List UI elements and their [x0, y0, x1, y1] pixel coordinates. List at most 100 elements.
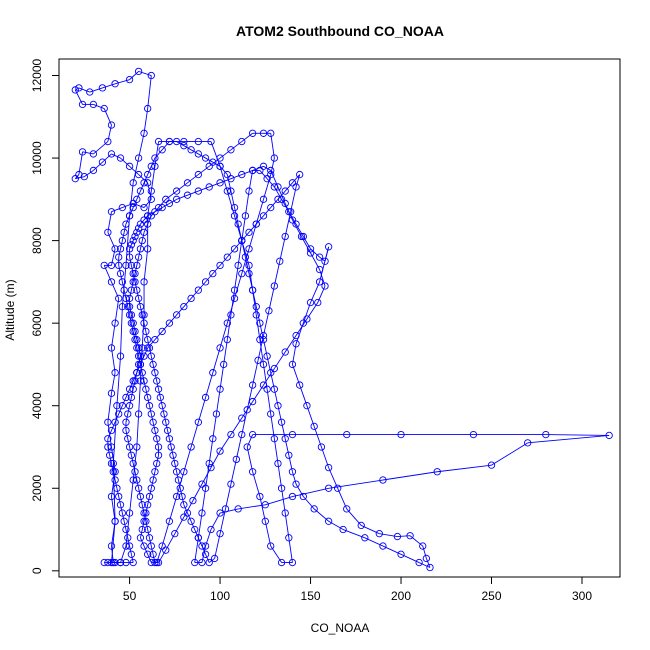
series-segment	[154, 372, 158, 382]
series-segment	[130, 323, 134, 332]
data-point	[75, 84, 83, 92]
series-segment	[246, 446, 254, 472]
data-point	[118, 236, 126, 245]
data-point	[223, 187, 231, 195]
data-point	[267, 203, 275, 212]
data-point	[107, 558, 116, 567]
data-point	[151, 369, 159, 377]
series-segment	[132, 157, 140, 183]
data-point	[256, 166, 264, 175]
series-segment	[129, 244, 132, 250]
data-point	[154, 137, 163, 146]
data-point	[267, 166, 275, 175]
data-point	[176, 484, 184, 492]
series-segment	[147, 529, 150, 538]
y-tick-label: 8000	[30, 227, 44, 254]
series-segment	[130, 455, 134, 464]
series-segment	[197, 512, 203, 538]
data-point	[106, 451, 114, 459]
series-segment	[281, 488, 286, 514]
data-point	[125, 311, 134, 319]
series-segment	[129, 207, 134, 217]
data-point	[116, 558, 125, 567]
series-segment	[264, 521, 272, 547]
data-point	[136, 377, 145, 385]
series-segment	[130, 281, 134, 291]
series-segment	[205, 554, 210, 563]
series-segment	[136, 479, 140, 489]
data-point	[167, 443, 175, 451]
data-point	[180, 513, 188, 521]
data-point	[216, 530, 224, 538]
series-segment	[230, 290, 235, 315]
data-point	[144, 245, 152, 253]
series-segment	[152, 364, 156, 373]
data-point	[324, 463, 333, 472]
data-point	[205, 162, 213, 170]
data-point	[223, 336, 231, 344]
data-point	[207, 525, 215, 534]
data-point	[230, 294, 239, 303]
data-point	[151, 468, 159, 476]
data-point	[107, 389, 116, 397]
data-point	[78, 100, 87, 109]
data-point	[113, 402, 121, 410]
data-point	[104, 228, 112, 237]
data-point	[144, 179, 152, 187]
data-point	[142, 517, 150, 525]
series-segment	[134, 265, 138, 274]
series-segment	[132, 463, 136, 472]
series-segment	[132, 380, 136, 390]
data-point	[98, 158, 107, 166]
series-segment	[141, 521, 145, 530]
series-segment	[198, 281, 206, 291]
series-segment	[212, 265, 221, 274]
series-segment	[183, 145, 192, 151]
series-segment	[138, 70, 152, 76]
series-segment	[310, 281, 321, 303]
y-tick-label: 2000	[30, 475, 44, 502]
series-segment	[263, 310, 270, 336]
data-point	[259, 162, 268, 170]
data-point	[120, 517, 128, 525]
data-point	[125, 402, 134, 410]
data-point	[111, 517, 119, 525]
data-point	[127, 319, 136, 327]
data-point	[397, 550, 405, 558]
series-segment	[252, 471, 261, 497]
series-segment	[147, 191, 152, 216]
series-segment	[161, 141, 170, 151]
series-segment	[111, 496, 116, 522]
data-point	[147, 71, 155, 80]
data-point	[230, 203, 239, 212]
data-point	[129, 377, 137, 385]
series-segment	[219, 166, 228, 175]
data-point	[241, 212, 250, 220]
data-point	[288, 360, 297, 369]
series-segment	[328, 467, 339, 489]
series-segment	[93, 103, 105, 109]
data-point	[234, 220, 242, 228]
chart-title: ATOM2 Southbound CO_NOAA	[236, 23, 444, 39]
data-point	[118, 278, 126, 286]
data-point	[216, 261, 224, 270]
data-point	[263, 385, 271, 393]
data-point	[230, 212, 239, 220]
data-point	[142, 327, 150, 336]
data-point	[145, 344, 154, 352]
data-point	[178, 492, 186, 501]
data-point	[125, 212, 134, 220]
series-segment	[149, 537, 152, 547]
data-point	[116, 269, 125, 278]
series-segment	[230, 174, 242, 180]
series-segment	[212, 347, 221, 373]
series-segment	[187, 190, 199, 196]
data-point	[172, 137, 181, 146]
data-point	[194, 137, 202, 146]
series-segment	[179, 488, 183, 497]
series-segment	[212, 413, 217, 439]
data-point	[158, 402, 166, 410]
data-point	[125, 385, 134, 393]
data-point	[252, 311, 260, 319]
